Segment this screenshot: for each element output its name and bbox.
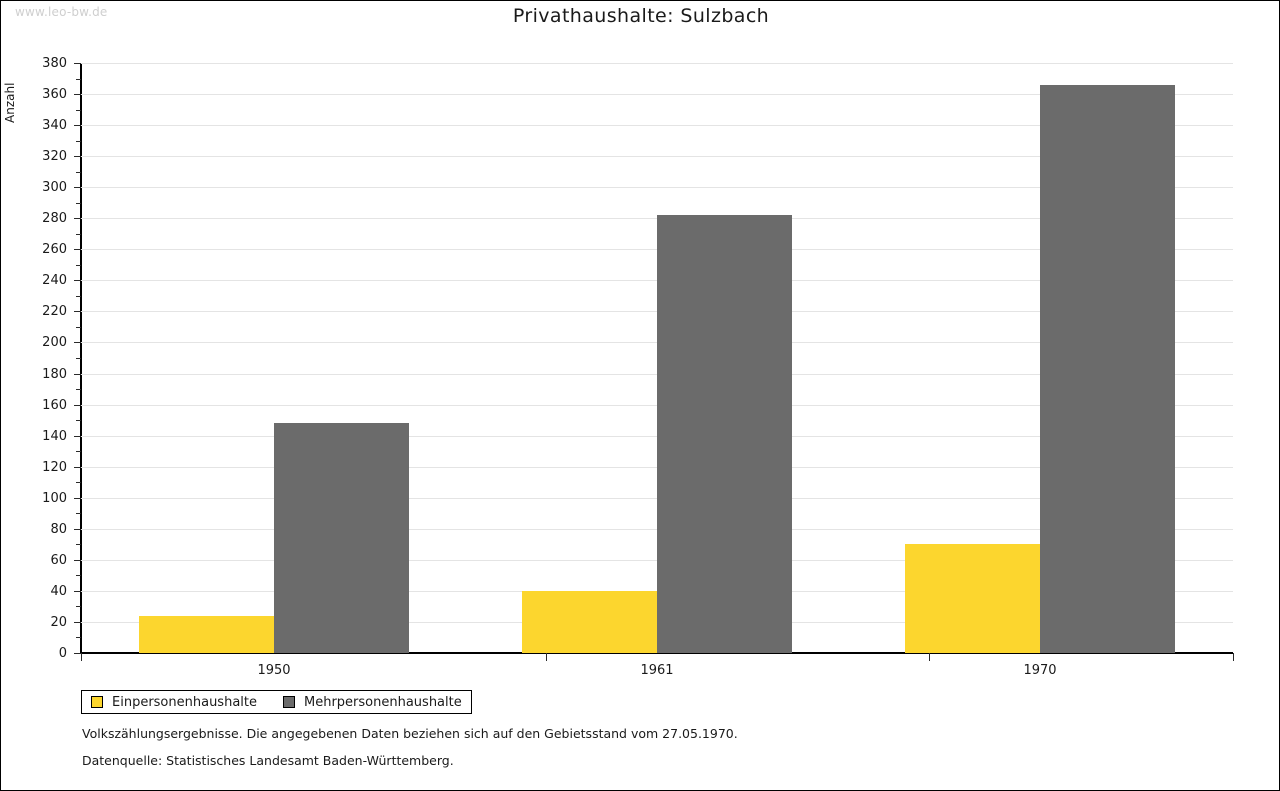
- bar-1961-mehrpersonenhaushalte[interactable]: [657, 215, 792, 653]
- y-axis-tick-label: 0: [58, 646, 67, 661]
- y-axis-tick-label: 320: [42, 149, 67, 165]
- y-axis-minor-tick: [76, 295, 81, 297]
- y-axis-minor-tick: [76, 389, 81, 391]
- legend-item-einpersonenhaushalte[interactable]: Einpersonenhaushalte: [91, 695, 257, 710]
- y-axis-tick: [74, 621, 81, 623]
- watermark-label: www.leo-bw.de: [15, 5, 108, 19]
- y-axis-minor-tick: [76, 109, 81, 111]
- y-axis-tick-label: 260: [42, 242, 67, 258]
- y-axis-tick: [74, 187, 81, 189]
- y-axis-tick-label: 140: [42, 428, 67, 444]
- y-axis-tick-label: 120: [42, 459, 67, 475]
- y-axis-tick: [74, 125, 81, 127]
- y-axis-tick-label: 200: [42, 335, 67, 351]
- y-axis-tick: [74, 63, 81, 64]
- gridline: [81, 125, 1233, 127]
- y-axis-tick-label: 80: [50, 521, 67, 537]
- y-axis-tick: [74, 528, 81, 530]
- y-axis-minor-tick: [76, 326, 81, 328]
- bar-1970-einpersonenhaushalte[interactable]: [905, 544, 1040, 653]
- y-axis-tick: [74, 497, 81, 499]
- x-axis-label-1961: 1961: [640, 663, 674, 678]
- y-axis-tick: [74, 404, 81, 406]
- y-axis-minor-tick: [76, 637, 81, 639]
- y-axis-minor-tick: [76, 482, 81, 484]
- y-axis-tick-label: 300: [42, 180, 67, 196]
- y-axis-minor-tick: [76, 171, 81, 173]
- y-axis-tick: [74, 590, 81, 592]
- x-axis-label-1950: 1950: [257, 663, 291, 678]
- y-axis-tick-label: 20: [50, 614, 67, 630]
- y-axis-tick: [74, 249, 81, 251]
- page-title: Privathaushalte: Sulzbach: [512, 5, 770, 27]
- y-axis-tick: [74, 311, 81, 313]
- y-axis-tick-label: 40: [50, 583, 67, 599]
- y-axis-minor-tick: [76, 264, 81, 266]
- x-axis-tick: [928, 653, 930, 661]
- bar-1950-mehrpersonenhaushalte[interactable]: [274, 423, 409, 653]
- y-axis-tick: [74, 373, 81, 375]
- y-axis-minor-tick: [76, 202, 81, 204]
- y-axis-tick: [74, 280, 81, 282]
- y-axis-minor-tick: [76, 420, 81, 422]
- y-axis-tick-label: 60: [50, 552, 67, 568]
- y-axis-tick-label: 160: [42, 397, 67, 413]
- y-axis-minor-tick: [76, 233, 81, 235]
- y-axis-tick: [74, 156, 81, 158]
- x-axis-label-1970: 1970: [1023, 663, 1057, 678]
- gridline: [81, 63, 1233, 64]
- y-axis-minor-tick: [76, 140, 81, 142]
- footnote-datasource: Datenquelle: Statistisches Landesamt Bad…: [82, 753, 454, 768]
- y-axis-tick-label: 220: [42, 304, 67, 320]
- gridline: [81, 156, 1233, 158]
- x-axis-tick: [1233, 653, 1234, 661]
- y-axis-tick-label: 180: [42, 366, 67, 382]
- plot-area: 0 20 40 60 80 100 120 140 160 180 200 220 240 260 280 3…: [42, 57, 1234, 678]
- y-axis-minor-tick: [76, 513, 81, 515]
- legend-label: Einpersonenhaushalte: [112, 694, 257, 710]
- gridline: [81, 187, 1233, 189]
- x-axis-tick: [545, 653, 547, 661]
- gridline: [81, 94, 1233, 96]
- y-axis-tick: [74, 435, 81, 437]
- legend-label: Mehrpersonenhaushalte: [304, 694, 462, 710]
- y-axis-tick: [74, 653, 81, 654]
- y-axis-spine: [80, 63, 82, 653]
- y-axis-minor-tick: [76, 78, 81, 80]
- y-axis-tick-label: 240: [42, 273, 67, 289]
- chart-legend: Einpersonenhaushalte Mehrpersonenhaushalt…: [81, 690, 472, 714]
- y-axis-tick-label: 280: [42, 211, 67, 227]
- bar-1970-mehrpersonenhaushalte[interactable]: [1040, 84, 1175, 653]
- legend-swatch-icon: [91, 696, 103, 708]
- bar-1961-einpersonenhaushalte[interactable]: [522, 590, 657, 653]
- y-axis-minor-tick: [76, 358, 81, 359]
- y-axis-tick-label: 340: [42, 118, 67, 134]
- x-axis-tick: [81, 653, 82, 661]
- y-axis-tick: [74, 94, 81, 96]
- bar-1950-einpersonenhaushalte[interactable]: [139, 615, 274, 653]
- y-axis-minor-tick: [76, 451, 81, 453]
- y-axis-tick-label: 100: [42, 490, 67, 506]
- y-axis-tick: [74, 466, 81, 468]
- y-axis-minor-tick: [76, 575, 81, 577]
- y-axis-tick-label: 360: [42, 87, 67, 103]
- y-axis-tick-label: 380: [42, 56, 67, 71]
- legend-item-mehrpersonenhaushalte[interactable]: Mehrpersonenhaushalte: [283, 695, 462, 710]
- y-axis-tick: [74, 342, 81, 344]
- y-axis-minor-tick: [76, 544, 81, 546]
- y-axis-tick: [74, 218, 81, 220]
- footnote-census: Volkszählungsergebnisse. Die angegebenen…: [82, 726, 738, 741]
- y-axis-tick: [74, 559, 81, 561]
- legend-swatch-icon: [283, 696, 295, 708]
- x-axis-baseline: [81, 652, 1233, 654]
- y-axis-minor-tick: [76, 606, 81, 608]
